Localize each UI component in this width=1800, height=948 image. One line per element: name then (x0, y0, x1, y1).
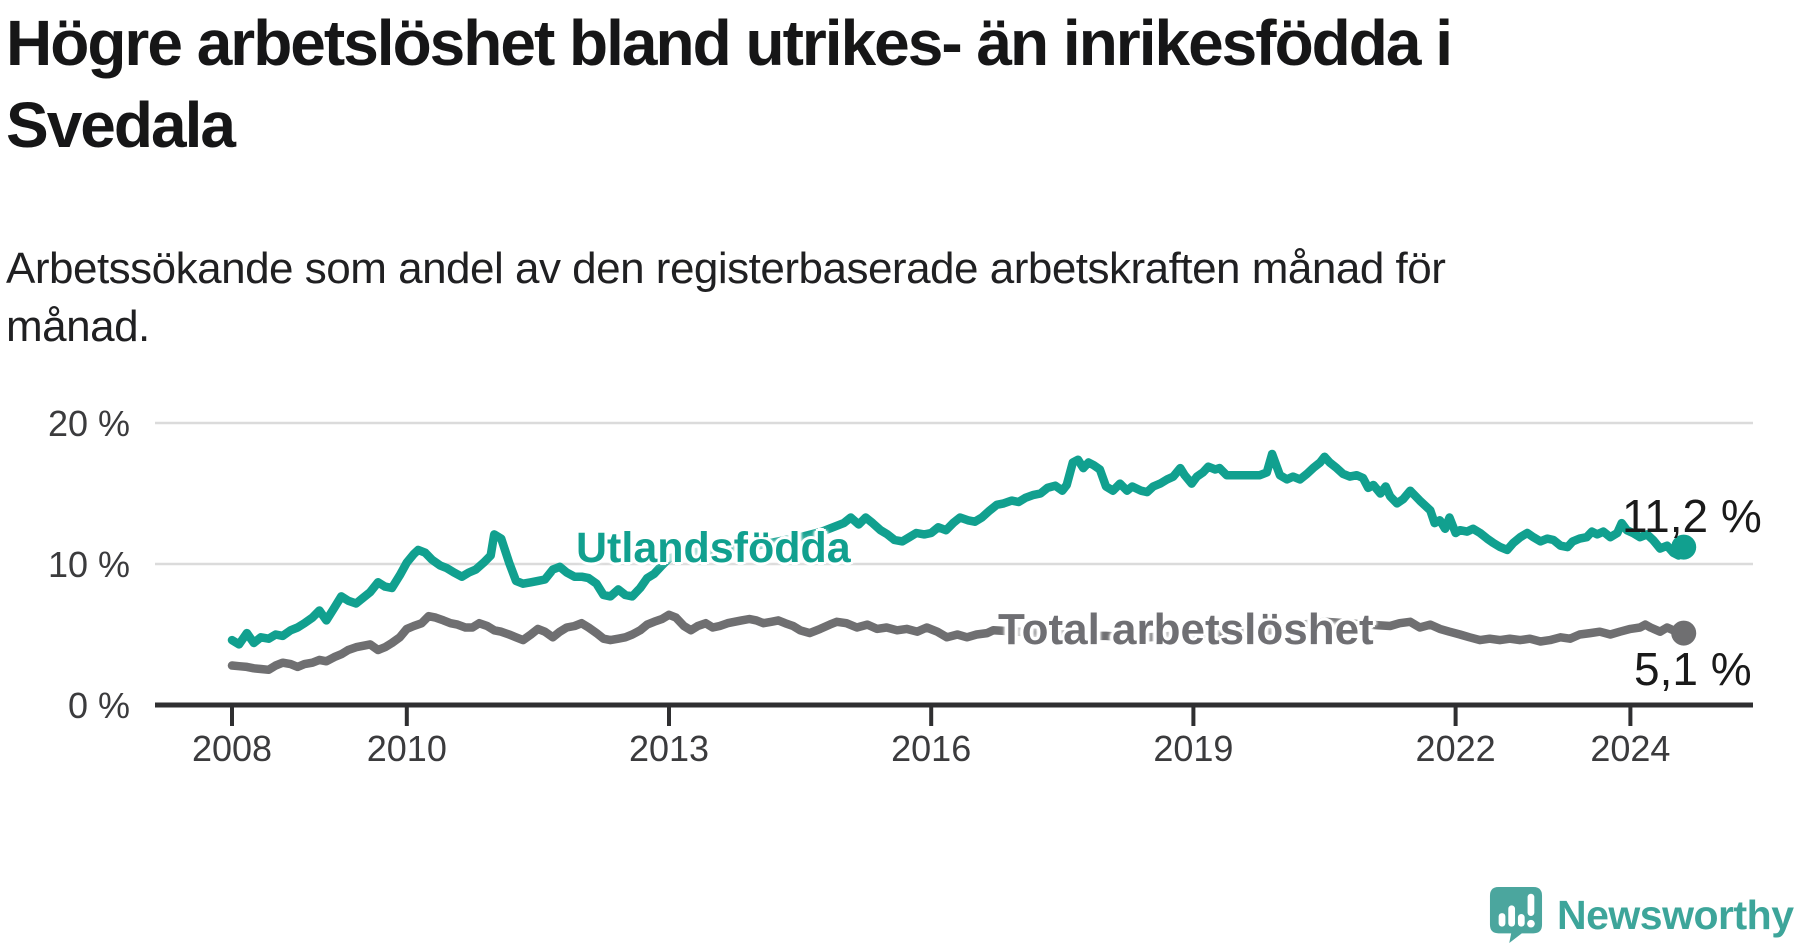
x-axis-label-2022: 2022 (1416, 728, 1496, 769)
series-line-utlandsfodda (227, 449, 1688, 649)
x-axis-label-2019: 2019 (1153, 728, 1233, 769)
end-value-label-total: 5,1 % (1634, 643, 1752, 695)
x-axis-label-2024: 2024 (1590, 728, 1670, 769)
series-end-dot-total (1671, 620, 1697, 646)
series-label-utlandsfodda: Utlandsfödda (576, 524, 851, 572)
end-value-label-utlandsfodda: 11,2 % (1622, 490, 1762, 542)
newsworthy-speech-bubble-chart-icon (1489, 887, 1543, 943)
y-axis-label-10: 10 % (48, 544, 130, 585)
x-axis-label-2008: 2008 (192, 728, 272, 769)
y-axis-label-0: 0 % (68, 685, 130, 726)
newsworthy-logo-text: Newsworthy (1557, 891, 1794, 938)
chart-subtitle: Arbetssökande som andel av den registerb… (6, 244, 1446, 351)
series-line-total (227, 610, 1688, 675)
x-axis-label-2010: 2010 (367, 728, 447, 769)
x-axis-label-2013: 2013 (629, 728, 709, 769)
x-axis-label-2016: 2016 (891, 728, 971, 769)
newsworthy-logo[interactable]: Newsworthy (1489, 886, 1794, 944)
page-title: Högre arbetslöshet bland utrikes- än inr… (6, 7, 1453, 161)
y-axis-label-20: 20 % (48, 403, 130, 444)
series-label-total-arbetsloshet: Total arbetslöshet (998, 605, 1374, 654)
series-end-dot-utlandsfodda (1671, 534, 1697, 560)
